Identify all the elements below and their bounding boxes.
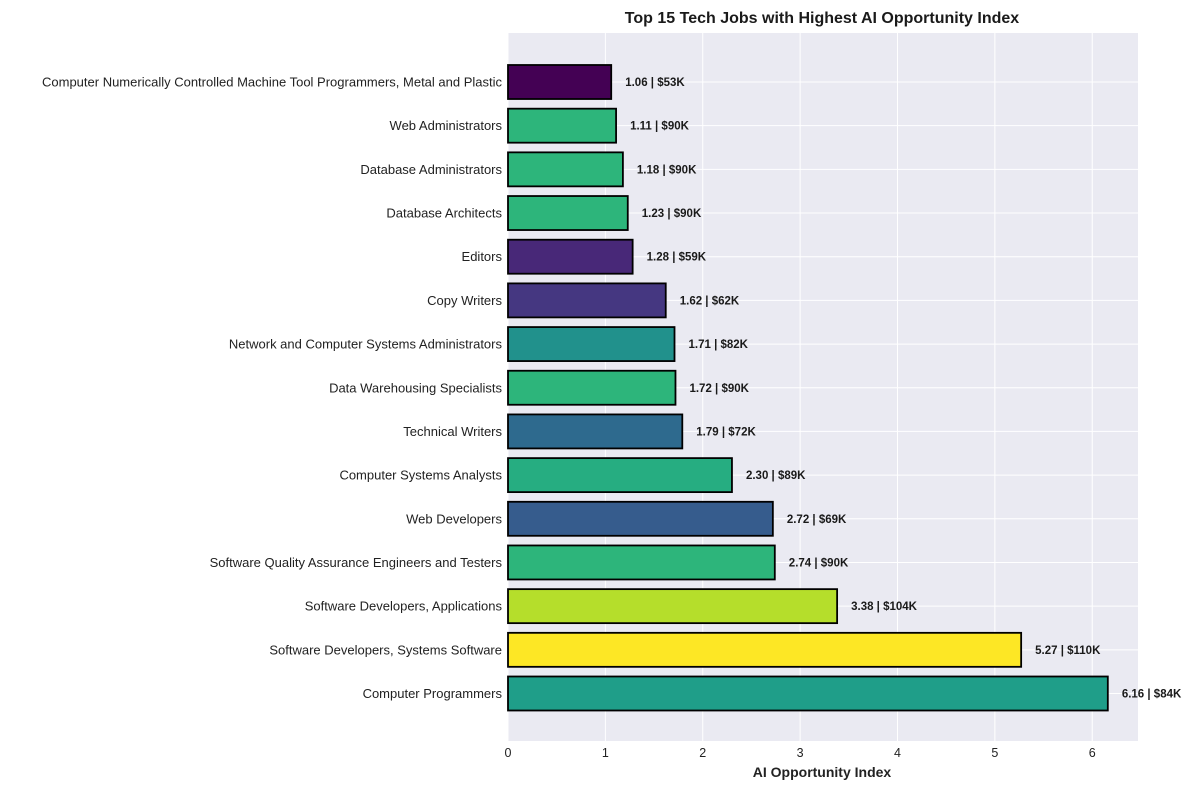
x-tick-label: 5: [991, 746, 998, 760]
bar: [507, 195, 629, 231]
category-label: Web Administrators: [390, 118, 503, 133]
category-label: Software Developers, Applications: [305, 599, 503, 614]
bar-value-label: 1.18 | $90K: [637, 164, 697, 176]
x-tick-label: 6: [1089, 746, 1096, 760]
x-tick-label: 4: [894, 746, 901, 760]
category-label: Software Developers, Systems Software: [269, 642, 502, 657]
bar-value-label: 3.38 | $104K: [851, 601, 918, 613]
x-tick-label: 3: [797, 746, 804, 760]
bar-value-label: 5.27 | $110K: [1035, 645, 1101, 657]
x-tick-label: 1: [602, 746, 609, 760]
category-labels: Computer Numerically Controlled Machine …: [42, 75, 502, 702]
x-tick-label: 0: [505, 746, 512, 760]
x-axis-label: AI Opportunity Index: [753, 764, 892, 780]
bar: [507, 675, 1109, 712]
bar-value-label: 2.74 | $90K: [789, 557, 849, 569]
bar: [507, 500, 774, 537]
bar-value-label: 6.16 | $84K: [1122, 689, 1182, 701]
category-label: Computer Systems Analysts: [339, 468, 502, 483]
bar-value-label: 1.06 | $53K: [625, 77, 685, 89]
category-label: Computer Programmers: [363, 686, 503, 701]
bar-value-labels: 1.06 | $53K 1.11 | $90K 1.18 | $90K 1.23 | …: [625, 77, 1182, 701]
bar: [507, 238, 634, 275]
category-label: Computer Numerically Controlled Machine …: [42, 75, 502, 90]
bar: [507, 369, 677, 406]
bar: [507, 457, 733, 494]
bar-value-label: 2.72 | $69K: [787, 514, 847, 526]
category-label: Editors: [462, 249, 503, 264]
x-tick-label: 2: [699, 746, 706, 760]
bar-value-label: 1.79 | $72K: [696, 426, 756, 438]
bar-value-label: 1.72 | $90K: [689, 383, 749, 395]
category-label: Software Quality Assurance Engineers and…: [210, 555, 503, 570]
bar: [507, 544, 776, 581]
x-tick-labels: 0 1 2 3 4 5 6: [505, 746, 1096, 760]
bar-value-label: 1.11 | $90K: [630, 121, 690, 133]
category-label: Data Warehousing Specialists: [329, 380, 502, 395]
bar: [507, 588, 839, 625]
category-label: Database Architects: [386, 206, 502, 221]
category-label: Network and Computer Systems Administrat…: [229, 337, 503, 352]
bar: [507, 282, 667, 319]
bar-value-label: 1.62 | $62K: [680, 295, 740, 307]
category-label: Copy Writers: [427, 293, 502, 308]
bar: [507, 413, 684, 450]
bar: [507, 64, 613, 100]
bar: [507, 631, 1023, 668]
bar-value-label: 1.71 | $82K: [689, 339, 749, 351]
bar: [507, 107, 617, 144]
bar: [507, 151, 624, 188]
category-label: Technical Writers: [403, 424, 502, 439]
bar: [507, 326, 676, 362]
bar-value-label: 1.28 | $59K: [647, 252, 707, 264]
category-label: Database Administrators: [360, 162, 502, 177]
chart-title: Top 15 Tech Jobs with Highest AI Opportu…: [625, 10, 1019, 27]
category-label: Web Developers: [406, 511, 502, 526]
bar-value-label: 2.30 | $89K: [746, 470, 806, 482]
bars: [507, 64, 1109, 712]
bar-value-label: 1.23 | $90K: [642, 208, 702, 220]
